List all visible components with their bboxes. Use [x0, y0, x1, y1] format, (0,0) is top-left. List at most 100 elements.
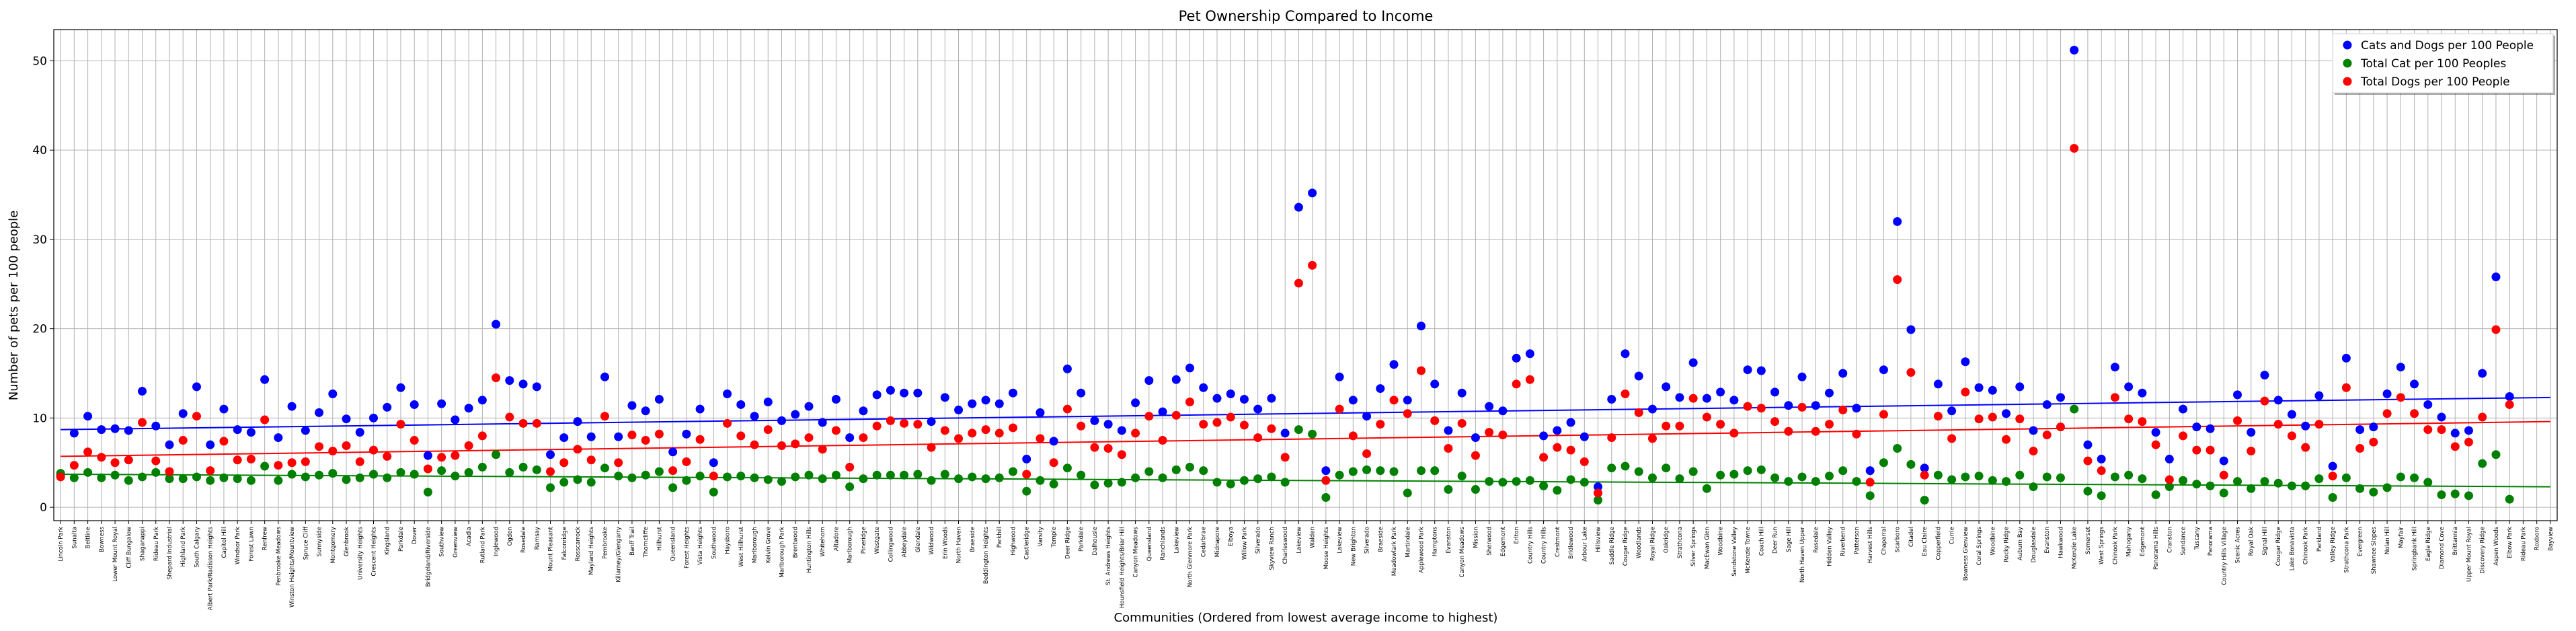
data-point	[2070, 144, 2079, 153]
data-point	[178, 436, 188, 445]
x-tick-label: Albert Park/Radisson Heights	[208, 526, 214, 610]
x-tick-label: Bridlewood	[1568, 527, 1575, 559]
data-point	[1662, 421, 1671, 431]
data-point	[1838, 466, 1848, 476]
data-point	[1212, 478, 1222, 487]
data-point	[736, 472, 746, 481]
data-point	[627, 473, 637, 482]
data-point	[1403, 409, 1412, 418]
data-point	[2273, 420, 2283, 429]
data-point	[2260, 396, 2269, 406]
series-points	[56, 46, 2514, 492]
data-point	[355, 473, 364, 482]
data-point	[2355, 443, 2365, 453]
x-tick-label: Somerset	[2085, 526, 2092, 554]
data-point	[2097, 491, 2106, 500]
x-tick-label: Rideau Park	[2520, 527, 2527, 561]
data-point	[505, 376, 514, 385]
data-point	[396, 420, 405, 429]
data-point	[2450, 442, 2460, 451]
data-point	[1308, 260, 1317, 270]
data-point	[1416, 322, 1426, 331]
data-point	[1280, 453, 1290, 462]
data-point	[1049, 480, 1058, 489]
data-point	[1362, 465, 1372, 474]
x-tick-label: Brentwood	[793, 527, 799, 558]
x-tick-label: Abbeydale	[902, 527, 908, 558]
x-tick-label: Shepard Industrial	[167, 527, 173, 580]
data-point	[1961, 472, 1970, 482]
data-point	[1158, 473, 1167, 482]
x-tick-label: Canyon Meadows	[1133, 526, 1140, 577]
data-point	[1662, 382, 1671, 392]
data-point	[913, 470, 923, 479]
data-point	[1090, 480, 1099, 490]
x-tick-label: Huntington Hills	[806, 526, 813, 572]
data-point	[2491, 325, 2501, 334]
data-point	[383, 402, 392, 412]
data-point	[1756, 465, 1766, 474]
data-point	[328, 469, 338, 478]
data-point	[1770, 417, 1780, 426]
data-point	[2478, 412, 2487, 422]
data-point	[2273, 396, 2283, 405]
data-point	[1062, 364, 1072, 373]
data-point	[1008, 388, 1017, 398]
data-point	[192, 412, 201, 421]
data-point	[2179, 476, 2188, 485]
data-point	[1947, 475, 1957, 484]
x-tick-label: Rutland Park	[479, 527, 486, 563]
data-point	[586, 478, 596, 487]
data-point	[423, 451, 432, 460]
y-tick-label: 20	[32, 323, 47, 336]
x-tick-label: Elboya	[1228, 527, 1235, 546]
data-point	[206, 440, 215, 449]
data-point	[2369, 422, 2378, 432]
data-point	[927, 417, 936, 426]
data-point	[1743, 402, 1752, 411]
data-point	[355, 428, 364, 437]
data-point	[2042, 431, 2052, 440]
data-point	[1824, 472, 1834, 481]
data-point	[2287, 410, 2296, 419]
x-tick-label: Harvest Hills	[1867, 526, 1874, 563]
data-point	[1362, 412, 1372, 421]
x-tick-label: Woodbine	[1718, 527, 1725, 556]
data-point	[1906, 459, 1916, 469]
data-point	[981, 425, 990, 435]
data-point	[328, 389, 338, 399]
data-point	[1797, 372, 1807, 381]
x-tick-label: Saddle Ridge	[1609, 527, 1616, 565]
data-point	[1131, 398, 1140, 408]
data-point	[301, 426, 310, 435]
data-point	[355, 457, 364, 466]
data-point	[2423, 478, 2433, 487]
data-point	[940, 426, 949, 435]
data-point	[1566, 445, 1575, 455]
data-point	[2233, 416, 2242, 425]
data-point	[396, 468, 405, 477]
data-point	[532, 382, 541, 392]
x-tick-label: Martindale	[1405, 527, 1411, 558]
data-point	[1797, 402, 1807, 412]
data-point	[1607, 463, 1616, 473]
data-point	[1430, 379, 1440, 389]
data-point	[1811, 401, 1820, 410]
data-point	[1729, 470, 1739, 479]
data-point	[2464, 437, 2473, 447]
x-axis-label: Communities (Ordered from lowest average…	[1114, 611, 1498, 625]
data-point	[1036, 408, 1045, 417]
data-point	[1239, 420, 1249, 430]
x-tick-label: Edgemont	[2140, 526, 2146, 556]
data-point	[1062, 404, 1072, 414]
data-point	[1947, 434, 1957, 443]
data-point	[2423, 425, 2433, 435]
data-point	[1498, 431, 1508, 440]
data-point	[818, 418, 827, 427]
x-tick-label: Arbour Lake	[1582, 527, 1588, 562]
data-point	[2450, 489, 2460, 498]
data-point	[1308, 429, 1317, 439]
x-tick-label: Cedarbrae	[1201, 527, 1208, 557]
data-point	[1974, 414, 1984, 424]
data-point	[1022, 486, 1031, 496]
